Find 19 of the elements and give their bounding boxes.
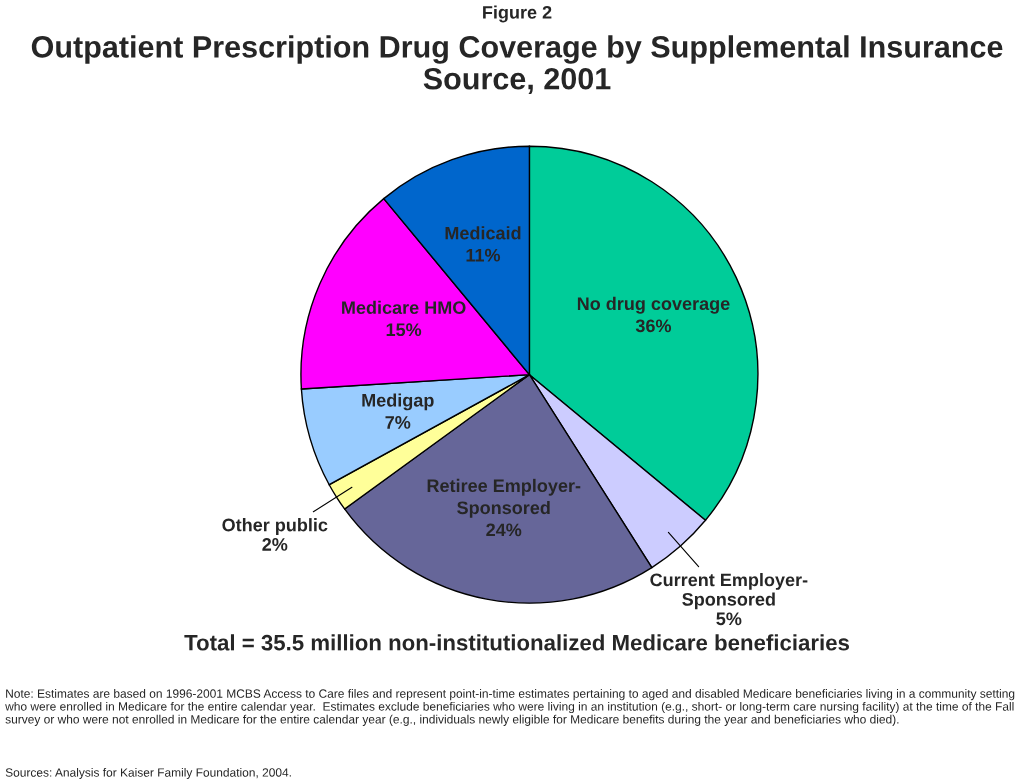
data-label: 2% xyxy=(262,538,288,551)
text: Note: Estimates are based on 1996-2001 MCBS Access to Care files and represent point-in-time estimates pertaining to aged and disabled Medicare beneficiaries living in a community setting who were enrolled in Medicare for the entire calendar year. Estimates exclude beneficiaries who were living in an institution (e.g., short- or long-term care nursing facility) at the time of the Fall survey or who were not enrolled in Medicare for the entire calendar year (e.g., individuals newly eligible for Medicare benefits during the year and beneficiaries who died). xyxy=(5,689,1015,726)
data-label: 36% xyxy=(635,319,672,333)
data-label: 11% xyxy=(466,248,501,262)
slice-label: Current Employer-Sponsored xyxy=(650,573,808,610)
data-label: 24% xyxy=(486,523,522,537)
data-label: 5% xyxy=(716,612,742,626)
data-label: 7% xyxy=(385,416,411,429)
text: Total = 35.5 million non-institutionalized Medicare beneficiaries xyxy=(184,634,850,651)
slice-label: No drug coverage xyxy=(577,296,730,314)
source-note: Sources: Analysis for Kaiser Family Foundation, 2004. xyxy=(5,767,291,780)
slice-label: Medicare HMO xyxy=(342,300,466,315)
slice-label: Medigap xyxy=(362,393,434,411)
slice-label: Retiree Employer-Sponsored xyxy=(427,478,581,518)
chart-title: Outpatient Prescription Drug Coverage by Supplemental Insurance Source, 2001 xyxy=(31,35,1003,95)
data-label: 15% xyxy=(386,323,422,337)
slice-label: Other public xyxy=(222,518,328,535)
caption: Figure 2 xyxy=(483,5,552,23)
slice-label: Medicaid xyxy=(445,226,521,240)
